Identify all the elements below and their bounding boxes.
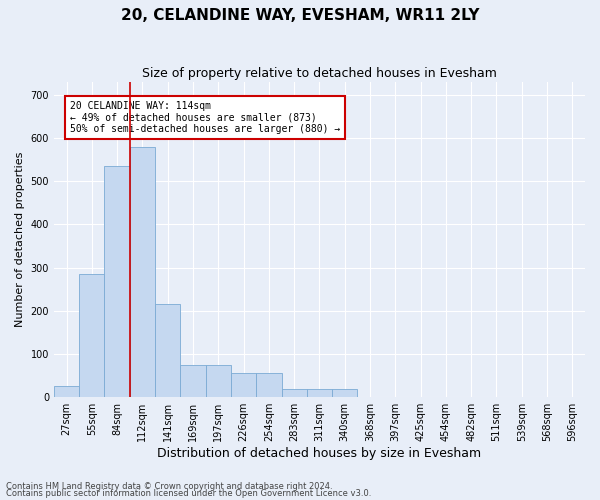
Text: 20, CELANDINE WAY, EVESHAM, WR11 2LY: 20, CELANDINE WAY, EVESHAM, WR11 2LY xyxy=(121,8,479,22)
Bar xyxy=(332,388,358,397)
Bar xyxy=(181,365,206,397)
Bar xyxy=(307,388,332,397)
Bar xyxy=(256,374,281,397)
Title: Size of property relative to detached houses in Evesham: Size of property relative to detached ho… xyxy=(142,68,497,80)
Bar xyxy=(155,304,181,397)
Bar xyxy=(104,166,130,397)
Text: Contains public sector information licensed under the Open Government Licence v3: Contains public sector information licen… xyxy=(6,490,371,498)
Text: Contains HM Land Registry data © Crown copyright and database right 2024.: Contains HM Land Registry data © Crown c… xyxy=(6,482,332,491)
X-axis label: Distribution of detached houses by size in Evesham: Distribution of detached houses by size … xyxy=(157,447,482,460)
Bar xyxy=(54,386,79,397)
Bar xyxy=(130,146,155,397)
Y-axis label: Number of detached properties: Number of detached properties xyxy=(15,152,25,327)
Bar xyxy=(206,365,231,397)
Bar xyxy=(231,374,256,397)
Text: 20 CELANDINE WAY: 114sqm
← 49% of detached houses are smaller (873)
50% of semi-: 20 CELANDINE WAY: 114sqm ← 49% of detach… xyxy=(70,100,340,134)
Bar xyxy=(79,274,104,397)
Bar xyxy=(281,388,307,397)
